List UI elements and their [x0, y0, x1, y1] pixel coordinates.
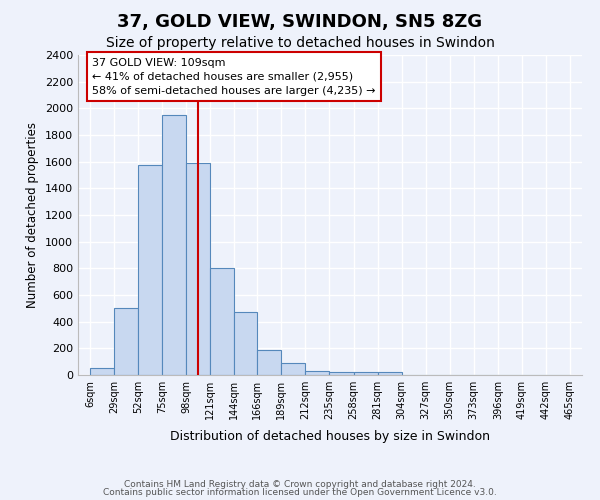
Bar — [90, 368, 114, 375]
Text: 37, GOLD VIEW, SWINDON, SN5 8ZG: 37, GOLD VIEW, SWINDON, SN5 8ZG — [118, 12, 482, 30]
Bar — [210, 268, 235, 375]
Bar — [162, 115, 186, 375]
Bar — [186, 163, 210, 375]
Bar — [353, 372, 377, 375]
Text: Contains public sector information licensed under the Open Government Licence v3: Contains public sector information licen… — [103, 488, 497, 497]
Bar — [377, 372, 401, 375]
Bar — [305, 371, 329, 375]
Text: Size of property relative to detached houses in Swindon: Size of property relative to detached ho… — [106, 36, 494, 50]
Bar — [281, 363, 305, 375]
Bar — [235, 312, 257, 375]
Y-axis label: Number of detached properties: Number of detached properties — [26, 122, 40, 308]
Text: 37 GOLD VIEW: 109sqm
← 41% of detached houses are smaller (2,955)
58% of semi-de: 37 GOLD VIEW: 109sqm ← 41% of detached h… — [92, 58, 376, 96]
Bar — [329, 372, 353, 375]
X-axis label: Distribution of detached houses by size in Swindon: Distribution of detached houses by size … — [170, 430, 490, 444]
Bar — [114, 308, 138, 375]
Bar — [138, 165, 162, 375]
Text: Contains HM Land Registry data © Crown copyright and database right 2024.: Contains HM Land Registry data © Crown c… — [124, 480, 476, 489]
Bar — [257, 350, 281, 375]
